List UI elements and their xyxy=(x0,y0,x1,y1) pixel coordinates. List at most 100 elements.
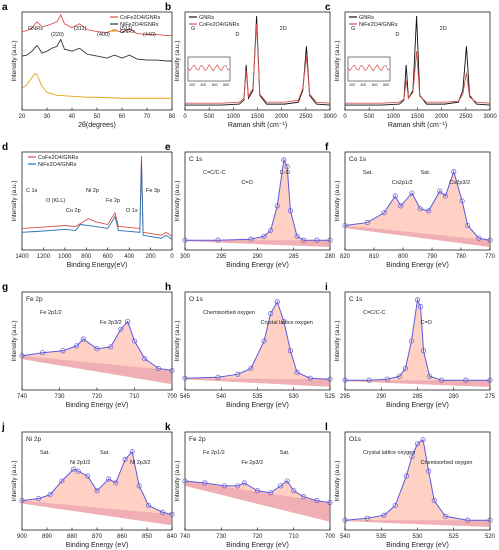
data-point xyxy=(94,488,100,494)
peak-annotation: Fe 2p1/2 xyxy=(40,310,62,316)
peak-annotation: Ni 2p3/2 xyxy=(130,460,151,466)
x-tick-label: 200 xyxy=(146,254,157,260)
data-point xyxy=(59,478,65,484)
x-tick-label: 2500 xyxy=(299,114,313,120)
panel-letter: l xyxy=(325,422,328,433)
x-tick-label: 770 xyxy=(485,254,496,260)
x-tick-label: 710 xyxy=(129,394,140,400)
peak-annotation: Sat. xyxy=(100,450,110,456)
background-fill xyxy=(185,481,330,522)
x-tick-label: 2000 xyxy=(275,114,289,120)
y-axis-label: Intensity (a.u.) xyxy=(174,180,181,221)
x-tick-label: 275 xyxy=(485,394,496,400)
x-axis-label: Binding Energy (eV) xyxy=(226,262,289,269)
peak-annotation: 2D xyxy=(280,26,287,32)
data-point xyxy=(113,480,119,486)
x-tick-label: 300 xyxy=(180,254,191,260)
panel-j: j 900 890 880 870 860 850 840 Binding Energy (eV… xyxy=(1,422,178,549)
y-axis-label: Intensity (a.u.) xyxy=(11,460,18,501)
data-point xyxy=(75,468,81,474)
data-point xyxy=(47,492,53,498)
x-tick-label: 1000 xyxy=(58,254,72,260)
panel-letter: k xyxy=(165,422,171,433)
x-tick-label: 720 xyxy=(92,394,103,400)
data-point xyxy=(301,494,307,500)
x-tick-label: 720 xyxy=(252,534,263,540)
panel-title: O 1s xyxy=(189,296,203,303)
inset-tick-label: 200 xyxy=(349,83,355,87)
panel-f: f 820 810 800 790 780 770 Binding Energy (eV) In… xyxy=(325,142,496,269)
envelope-line xyxy=(21,450,173,515)
peak-annotation: Sat. xyxy=(280,450,290,456)
inset-tick-label: 600 xyxy=(372,83,378,87)
inset-tick-label: 400 xyxy=(360,83,366,87)
x-tick-label: 530 xyxy=(289,394,300,400)
x-tick-label: 285 xyxy=(289,254,300,260)
x-tick-label: 0 xyxy=(343,114,347,120)
plot-frame xyxy=(184,151,331,251)
panel-letter: f xyxy=(325,142,329,153)
peak-annotation: C=C/C-C xyxy=(363,310,385,316)
peak-annotation: D xyxy=(395,32,399,38)
x-tick-label: 0 xyxy=(170,254,174,260)
x-axis-label: Binding Energy (eV) xyxy=(66,542,129,549)
fitted-component xyxy=(345,439,490,528)
envelope-line xyxy=(184,300,331,380)
envelope-line xyxy=(185,158,330,241)
x-tick-label: 730 xyxy=(54,394,65,400)
peak-annotation: (440) xyxy=(143,32,156,38)
panel-d: d 1400 1200 1000 800 600 400 200 0 Binding Energy… xyxy=(2,142,174,269)
series-line-1 xyxy=(21,38,172,62)
background-fill xyxy=(185,240,330,248)
data-point xyxy=(248,365,254,371)
data-point xyxy=(417,206,423,212)
peak-annotation: (220) xyxy=(51,32,64,38)
envelope-line xyxy=(21,320,173,371)
data-point xyxy=(409,190,415,196)
panel-letter: i xyxy=(325,282,328,293)
x-tick-label: 40 xyxy=(69,114,76,120)
peak-annotation: Sat. xyxy=(40,450,50,456)
legend-entry: NiFe2O4/GNRs xyxy=(38,162,77,168)
plot-frame xyxy=(344,151,491,251)
legend-entry: CoFe2O4/GNRs xyxy=(199,22,240,28)
background-fill xyxy=(185,378,330,387)
data-point xyxy=(392,502,398,509)
x-tick-label: 1000 xyxy=(387,114,401,120)
x-tick-label: 285 xyxy=(412,394,423,400)
envelope-line xyxy=(345,298,490,381)
peak-annotation: (400) xyxy=(97,32,110,38)
x-tick-label: 535 xyxy=(376,534,387,540)
x-tick-label: 295 xyxy=(340,394,351,400)
x-tick-label: 1200 xyxy=(37,254,51,260)
x-axis-label: Binding Energy(eV) xyxy=(67,262,128,269)
peak-annotation: C 1s xyxy=(26,188,38,194)
peak-annotation: Crystal lattice oxygen xyxy=(261,320,313,326)
data-point xyxy=(278,483,284,489)
inset-tick-label: 800 xyxy=(383,83,389,87)
peak-annotation: O (KLL) xyxy=(46,198,65,204)
data-point xyxy=(118,326,124,332)
envelope-line xyxy=(344,438,490,521)
data-point xyxy=(125,318,131,324)
peak-annotation: G xyxy=(351,26,355,32)
peak-annotation: Fe 2p3/2 xyxy=(241,460,263,466)
panel-i: i 295 290 285 280 275 Binding Energy (eV) Inten… xyxy=(325,282,496,409)
x-tick-label: 290 xyxy=(376,394,387,400)
data-point xyxy=(398,203,404,209)
data-point xyxy=(427,373,433,379)
peak-annotation: O 1s xyxy=(126,208,138,214)
inset-series xyxy=(187,64,231,72)
y-axis-label: Intensity (a.u.) xyxy=(11,180,18,221)
panel-title: Fe 2p xyxy=(26,296,43,303)
data-point xyxy=(131,338,138,344)
peak-annotation: Chemisorbed oxygen xyxy=(203,310,255,316)
background-fill xyxy=(345,520,490,528)
peak-annotation: Sat. xyxy=(363,170,373,176)
x-axis-label: Binding Energy (eV) xyxy=(226,542,289,549)
background-fill xyxy=(345,225,490,248)
x-axis-label: Binding Energy (eV) xyxy=(386,542,449,549)
data-point xyxy=(291,488,297,494)
x-tick-label: 295 xyxy=(216,254,227,260)
